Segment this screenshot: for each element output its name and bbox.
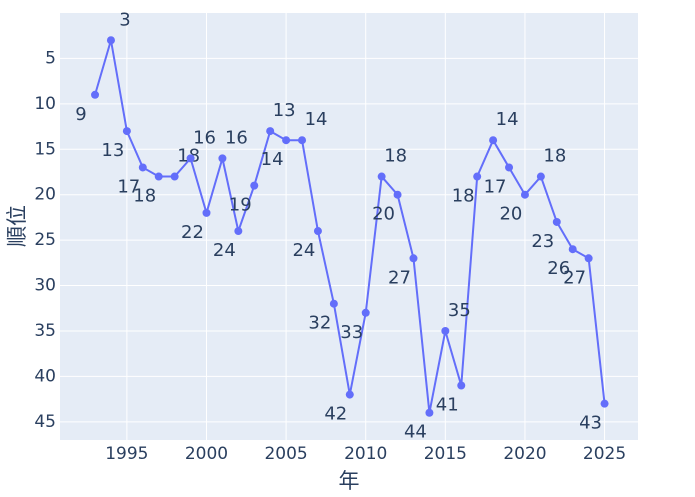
y-tick-label: 45 xyxy=(34,412,56,432)
data-label: 18 xyxy=(384,146,407,167)
y-axis-title: 順位 xyxy=(5,205,29,247)
data-label: 44 xyxy=(404,422,427,443)
data-label: 24 xyxy=(292,240,315,261)
data-label: 35 xyxy=(448,300,471,321)
point xyxy=(552,217,561,226)
point xyxy=(377,172,386,181)
x-tick-label: 2020 xyxy=(503,444,546,464)
y-tick-label: 35 xyxy=(34,321,56,341)
point xyxy=(457,381,466,390)
point xyxy=(568,245,577,254)
data-label: 42 xyxy=(324,404,347,425)
data-label: 23 xyxy=(531,231,554,252)
data-label: 20 xyxy=(499,204,522,225)
data-label: 13 xyxy=(101,140,124,161)
data-label: 3 xyxy=(119,9,130,30)
data-label: 14 xyxy=(496,109,519,130)
data-label: 16 xyxy=(193,127,216,148)
y-tick-label: 40 xyxy=(34,366,56,386)
data-label: 32 xyxy=(308,313,331,334)
point xyxy=(250,181,259,190)
point xyxy=(218,154,227,163)
x-tick-label: 2015 xyxy=(424,444,467,464)
point xyxy=(584,254,593,263)
data-label: 33 xyxy=(340,322,363,343)
y-tick-label: 25 xyxy=(34,230,56,250)
data-label: 20 xyxy=(372,204,395,225)
x-tick-label: 2010 xyxy=(344,444,387,464)
y-tick-label: 20 xyxy=(34,185,56,205)
x-tick-label: 2000 xyxy=(185,444,228,464)
data-label: 22 xyxy=(181,222,204,243)
data-label: 17 xyxy=(484,176,507,197)
point xyxy=(441,326,450,335)
data-label: 41 xyxy=(436,394,459,415)
point xyxy=(473,172,482,181)
point xyxy=(600,399,609,408)
x-tick-label: 1995 xyxy=(105,444,148,464)
point xyxy=(345,390,354,399)
point xyxy=(505,163,514,172)
point xyxy=(282,136,291,145)
data-label: 26 xyxy=(547,258,570,279)
point xyxy=(489,136,498,145)
x-axis-title: 年 xyxy=(339,469,360,493)
point xyxy=(91,90,100,99)
data-label: 9 xyxy=(75,104,86,125)
point xyxy=(234,227,243,236)
data-label: 24 xyxy=(213,240,236,261)
point xyxy=(409,254,418,263)
point xyxy=(298,136,307,145)
point xyxy=(425,408,434,417)
point xyxy=(170,172,179,181)
data-label: 13 xyxy=(273,100,296,121)
point xyxy=(138,163,147,172)
data-label: 14 xyxy=(305,109,328,130)
y-tick-label: 15 xyxy=(34,139,56,159)
point xyxy=(186,154,195,163)
data-label: 18 xyxy=(543,146,566,167)
point xyxy=(361,308,370,317)
point xyxy=(106,36,115,45)
point xyxy=(393,190,402,199)
point xyxy=(520,190,529,199)
point xyxy=(202,208,211,217)
point xyxy=(266,127,275,136)
data-label: 18 xyxy=(133,186,156,207)
data-label: 43 xyxy=(579,413,602,434)
data-label: 27 xyxy=(388,267,411,288)
x-tick-label: 2005 xyxy=(264,444,307,464)
point xyxy=(313,227,322,236)
point xyxy=(122,127,131,136)
data-label: 16 xyxy=(225,127,248,148)
y-tick-label: 10 xyxy=(34,94,56,114)
x-tick-label: 2025 xyxy=(583,444,626,464)
data-label: 19 xyxy=(229,195,252,216)
y-tick-label: 30 xyxy=(34,276,56,296)
point xyxy=(329,299,338,308)
data-label: 14 xyxy=(261,149,284,170)
y-tick-label: 5 xyxy=(45,48,56,68)
data-label: 17 xyxy=(117,176,140,197)
point xyxy=(536,172,545,181)
data-label: 27 xyxy=(563,267,586,288)
data-label: 18 xyxy=(452,186,475,207)
point xyxy=(154,172,163,181)
plot-area xyxy=(60,13,638,440)
